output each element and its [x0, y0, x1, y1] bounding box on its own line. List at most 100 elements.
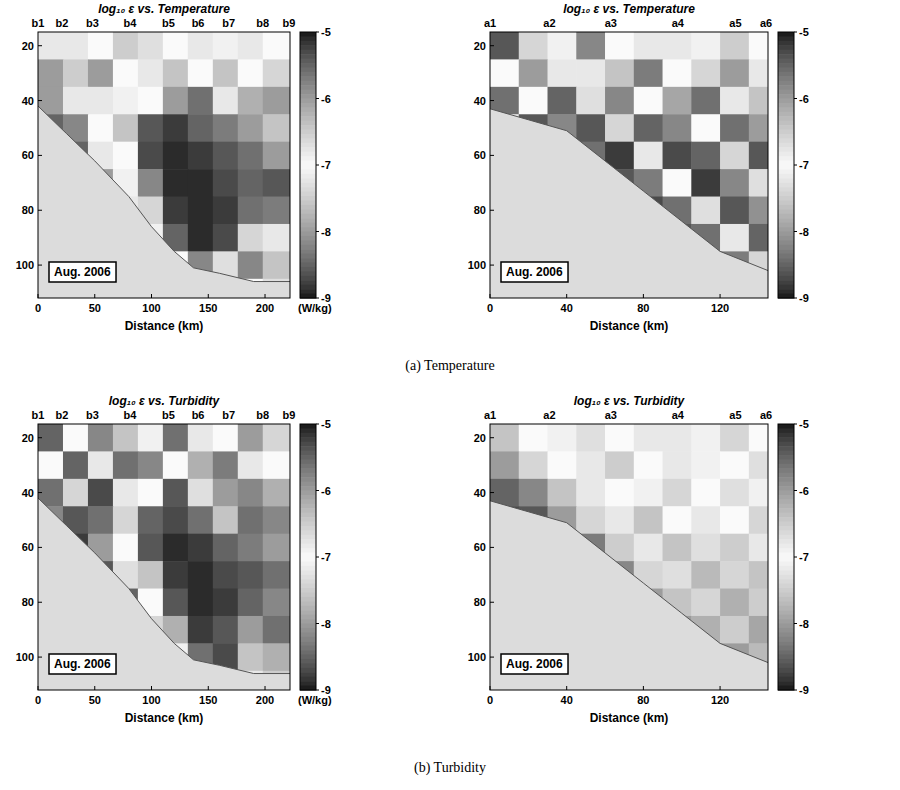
colorbar-tick [316, 557, 319, 558]
colorbar-swatch [778, 557, 794, 562]
cell [113, 142, 138, 170]
cell [691, 87, 720, 115]
station-label: b2 [55, 17, 68, 29]
cell [691, 59, 720, 87]
cell [548, 479, 577, 507]
x-tick-label: 200 [256, 694, 274, 706]
cell [238, 224, 263, 252]
y-tick-label: 100 [16, 259, 34, 271]
cell [263, 197, 290, 225]
colorbar-swatch [778, 517, 794, 522]
colorbar-tick-label: -5 [321, 418, 331, 430]
colorbar-swatch [300, 646, 316, 651]
x-tick [38, 294, 39, 298]
colorbar-tick [316, 231, 319, 232]
y-tick-label: 20 [22, 432, 34, 444]
colorbar-tick-label: -7 [321, 551, 331, 563]
cell [138, 424, 163, 452]
cell [138, 534, 163, 562]
colorbar-swatch [300, 433, 316, 438]
caption: (a) Temperature [405, 358, 494, 374]
cell [519, 424, 548, 452]
cell [605, 87, 634, 115]
colorbar-swatch [300, 624, 316, 629]
station-label: b6 [192, 409, 205, 421]
cell [138, 169, 163, 197]
station-label: a1 [484, 409, 496, 421]
station-label: b2 [55, 409, 68, 421]
station-label: b7 [222, 17, 235, 29]
cell [188, 197, 213, 225]
title: log₁₀ ε vs. Temperature [563, 2, 695, 16]
cell [163, 59, 188, 87]
colorbar-swatch [778, 681, 794, 686]
cell [663, 451, 692, 479]
cell [63, 479, 88, 507]
colorbar-swatch [778, 468, 794, 473]
x-tick-label: 150 [199, 302, 217, 314]
y-tick-label: 20 [474, 432, 486, 444]
cell [213, 534, 238, 562]
cell [113, 424, 138, 452]
colorbar-swatch [300, 209, 316, 214]
cell [113, 87, 138, 115]
cell [519, 87, 548, 115]
cell [548, 59, 577, 87]
colorbar-swatch [300, 459, 316, 464]
colorbar-tick [794, 690, 797, 691]
cell [238, 59, 263, 87]
cell [213, 561, 238, 589]
colorbar-swatch [778, 223, 794, 228]
station-label: a6 [760, 409, 772, 421]
colorbar-swatch [300, 130, 316, 135]
colorbar-swatch [300, 263, 316, 268]
cell [691, 506, 720, 534]
cell [213, 32, 238, 60]
colorbar-tick [794, 424, 797, 425]
seabed [38, 498, 290, 690]
colorbar-swatch [300, 579, 316, 584]
colorbar-swatch [300, 285, 316, 290]
colorbar-swatch [300, 59, 316, 64]
y-tick-label: 20 [22, 40, 34, 52]
cell [238, 87, 263, 115]
colorbar-swatch [778, 561, 794, 566]
cell [263, 616, 290, 644]
cell [691, 114, 720, 142]
colorbar-swatch [300, 672, 316, 677]
cell [113, 451, 138, 479]
colorbar-swatch [778, 205, 794, 210]
x-axis-title: Distance (km) [125, 711, 204, 725]
colorbar-swatch [300, 566, 316, 571]
x-tick-label: 120 [711, 302, 729, 314]
y-tick-label: 80 [22, 596, 34, 608]
colorbar-swatch [778, 76, 794, 81]
colorbar-swatch [300, 553, 316, 558]
colorbar-swatch [300, 169, 316, 174]
colorbar-swatch [300, 143, 316, 148]
colorbar-swatch [300, 464, 316, 469]
colorbar-swatch [778, 63, 794, 68]
colorbar-swatch [778, 249, 794, 254]
cell [238, 534, 263, 562]
colorbar-swatch [300, 668, 316, 673]
colorbar-swatch [300, 468, 316, 473]
cell [749, 114, 768, 142]
colorbar-tick [794, 32, 797, 33]
colorbar-tick [316, 32, 319, 33]
x-tick-label: 0 [35, 694, 41, 706]
colorbar-tick-label: -5 [799, 26, 809, 38]
cell [691, 534, 720, 562]
cell [749, 87, 768, 115]
colorbar-swatch [300, 491, 316, 496]
y-tick-label: 40 [474, 95, 486, 107]
cell [490, 424, 519, 452]
cell [263, 59, 290, 87]
y-tick [38, 437, 42, 438]
cell [238, 32, 263, 60]
cell [163, 506, 188, 534]
colorbar-swatch [300, 267, 316, 272]
colorbar-swatch [778, 668, 794, 673]
x-tick [490, 294, 491, 298]
colorbar-swatch [778, 85, 794, 90]
